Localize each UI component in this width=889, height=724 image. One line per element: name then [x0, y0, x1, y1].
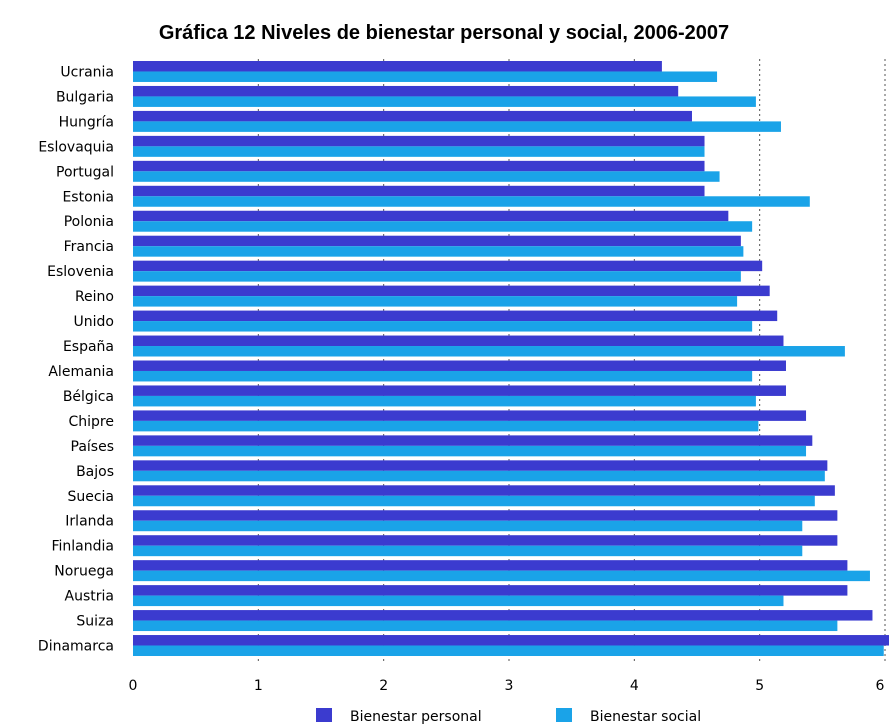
bar-social	[133, 420, 759, 432]
bar-personal	[133, 635, 889, 646]
category-label: Suiza	[76, 614, 114, 630]
bar-social	[133, 570, 870, 582]
x-tick-label: 5	[755, 678, 764, 694]
bar-social	[133, 520, 803, 532]
legend-label: Bienestar social	[590, 709, 701, 724]
chart-title: Gráfica 12 Niveles de bienestar personal…	[159, 22, 729, 44]
bar-personal	[133, 510, 838, 521]
category-label: Bajos	[76, 464, 114, 480]
legend: Bienestar personal Bienestar social	[316, 708, 701, 724]
category-label: Países	[71, 439, 114, 455]
category-label: Eslovaquia	[38, 139, 114, 155]
bar-personal	[133, 360, 786, 371]
category-label: Ucrania	[60, 64, 114, 80]
bar-personal	[133, 485, 835, 496]
category-label: Irlanda	[65, 514, 114, 530]
bar-social	[133, 221, 753, 232]
bar-personal	[133, 385, 786, 396]
bar-personal	[133, 285, 770, 297]
bar-social	[133, 470, 825, 482]
category-label: Bulgaria	[56, 89, 114, 105]
category-label: Francia	[64, 239, 114, 255]
bar-social	[133, 620, 838, 632]
legend-label: Bienestar personal	[350, 709, 482, 724]
x-tick-label: 3	[505, 678, 514, 694]
category-label: Reino	[75, 289, 114, 305]
category-label: Unido	[74, 314, 114, 330]
bar-social	[133, 445, 807, 457]
bar-social	[133, 246, 744, 257]
x-tick-label: 6	[876, 678, 885, 694]
x-tick-label: 2	[379, 678, 388, 694]
bar-personal	[133, 260, 763, 272]
bar-social	[133, 196, 810, 207]
x-tick-label: 4	[630, 678, 639, 694]
bar-social	[133, 71, 718, 82]
category-label: España	[63, 339, 114, 355]
bar-personal	[133, 60, 662, 72]
bar-social	[133, 346, 845, 357]
bar-social	[133, 595, 784, 607]
bar-personal	[133, 185, 705, 197]
bar-personal	[133, 535, 838, 546]
bar-personal	[133, 85, 679, 97]
x-tick-label: 1	[254, 678, 263, 694]
bar-personal	[133, 335, 784, 347]
category-label: Hungría	[59, 114, 114, 130]
bar-personal	[133, 310, 778, 322]
bar-social	[133, 370, 753, 382]
x-axis-ticks: 0 1 2 3 4 5 6	[129, 678, 885, 694]
bar-social	[133, 96, 756, 107]
category-label: Noruega	[54, 564, 114, 580]
bar-personal	[133, 110, 692, 122]
legend-swatch	[316, 708, 332, 722]
category-label: Polonia	[64, 214, 114, 230]
bar-social	[133, 296, 738, 307]
legend-swatch	[556, 708, 572, 722]
category-label: Dinamarca	[38, 639, 114, 655]
bar-personal	[133, 585, 848, 596]
bars	[133, 60, 889, 657]
bar-personal	[133, 560, 848, 571]
category-label: Portugal	[56, 164, 114, 180]
x-tick-label: 0	[129, 678, 138, 694]
bar-social	[133, 645, 884, 657]
bar-personal	[133, 435, 813, 446]
bar-personal	[133, 160, 705, 172]
bar-social	[133, 146, 705, 157]
bar-social	[133, 321, 753, 332]
category-label: Austria	[65, 589, 114, 605]
bar-personal	[133, 410, 807, 421]
bar-social	[133, 121, 781, 132]
bar-personal	[133, 460, 828, 471]
bar-social	[133, 545, 803, 557]
bar-personal	[133, 210, 729, 222]
bar-personal	[133, 135, 705, 147]
bar-social	[133, 495, 815, 507]
category-label: Bélgica	[63, 389, 114, 405]
category-label: Suecia	[67, 489, 114, 505]
category-label: Estonia	[62, 189, 114, 205]
category-label: Finlandia	[52, 539, 115, 555]
bar-social	[133, 271, 741, 282]
bar-personal	[133, 610, 873, 621]
category-labels: Ucrania Bulgaria Hungría Eslovaquia Portugal…	[38, 64, 114, 654]
category-label: Chipre	[69, 414, 115, 430]
bar-social	[133, 171, 720, 182]
category-label: Alemania	[48, 364, 114, 380]
bar-social	[133, 395, 756, 407]
category-label: Eslovenia	[47, 264, 114, 280]
bar-personal	[133, 235, 741, 247]
